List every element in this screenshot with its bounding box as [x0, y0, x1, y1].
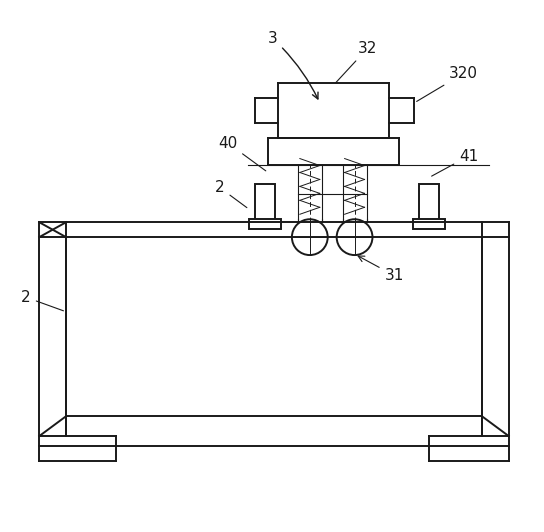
Bar — [255, 185, 275, 222]
Circle shape — [337, 219, 373, 255]
Text: 31: 31 — [358, 256, 404, 283]
Bar — [413, 219, 445, 229]
Bar — [419, 185, 439, 222]
Text: 41: 41 — [431, 148, 478, 176]
Circle shape — [292, 219, 327, 255]
Text: 2: 2 — [215, 180, 247, 207]
Text: 2: 2 — [21, 290, 64, 311]
Text: 3: 3 — [268, 31, 318, 99]
Text: 320: 320 — [417, 66, 478, 102]
Text: 40: 40 — [218, 136, 266, 171]
Bar — [249, 219, 281, 229]
Text: 32: 32 — [336, 41, 377, 83]
